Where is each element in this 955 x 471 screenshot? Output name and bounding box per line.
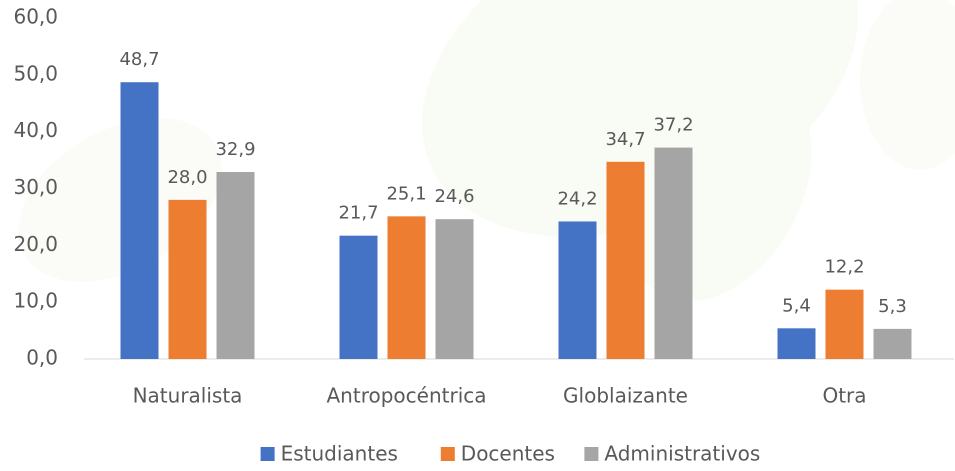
bar [607,162,645,359]
data-label: 24,2 [557,188,597,209]
bar [340,236,378,359]
bar [778,328,816,359]
y-tick-label: 10,0 [13,289,58,313]
y-tick-label: 60,0 [13,5,58,29]
x-tick-label: Otra [822,384,866,408]
x-tick-label: Naturalista [133,384,243,408]
legend-label: Administrativos [604,442,760,466]
data-label: 12,2 [824,257,864,278]
bar [826,290,864,359]
bar [388,216,426,359]
x-tick-label: Globlaizante [563,384,688,408]
bar [436,219,474,359]
data-label: 5,3 [878,296,907,317]
legend-swatch [261,447,275,461]
data-label: 21,7 [338,203,378,224]
legend-label: Docentes [461,442,555,466]
y-tick-label: 20,0 [13,232,58,256]
y-tick-label: 30,0 [13,175,58,199]
y-tick-label: 0,0 [26,346,58,370]
legend-swatch [441,447,455,461]
y-tick-label: 40,0 [13,118,58,142]
bar [121,82,159,359]
y-tick-label: 50,0 [13,61,58,85]
x-tick-label: Antropocéntrica [327,384,487,408]
data-label: 34,7 [605,129,645,150]
data-label: 37,2 [653,115,693,136]
bar [559,221,597,359]
data-label: 24,6 [434,186,474,207]
data-label: 28,0 [167,167,207,188]
data-label: 25,1 [386,183,426,204]
bar [655,148,693,359]
bar [874,329,912,359]
bar [217,172,255,359]
data-label: 48,7 [119,49,159,70]
legend-swatch [584,447,598,461]
chart: 0,0 10,0 20,0 30,0 40,0 50,0 60,0 Naturalista 48… [0,0,955,471]
data-label: 5,4 [782,295,811,316]
data-label: 32,9 [215,139,255,160]
legend-label: Estudiantes [281,442,398,466]
bar [169,200,207,359]
